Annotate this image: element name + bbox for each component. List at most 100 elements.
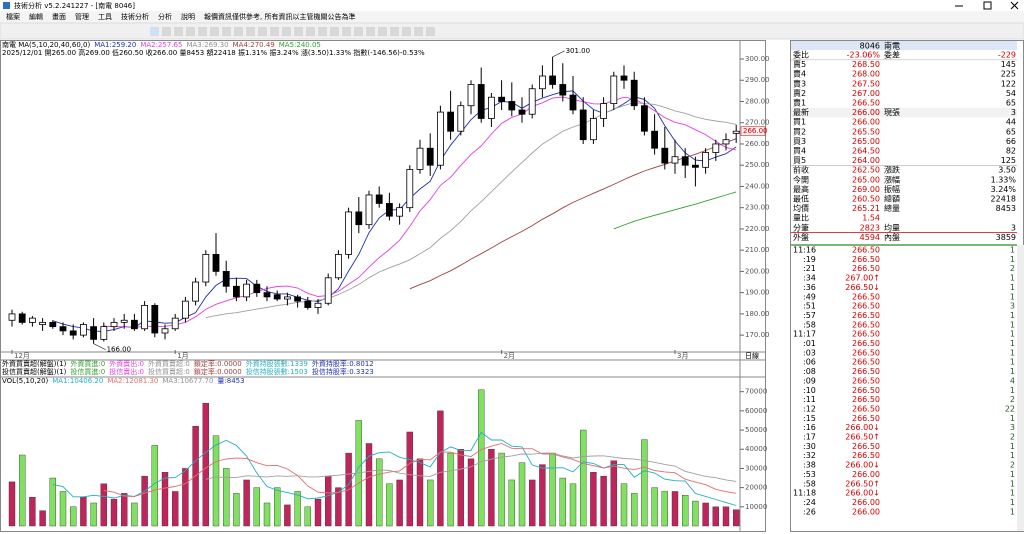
tick-price: 266.50 [852, 386, 880, 395]
tick-time: :26 [803, 507, 816, 516]
candle-body [467, 84, 475, 107]
toolbar-button[interactable] [366, 27, 375, 36]
toolbar-button[interactable] [162, 27, 171, 36]
quote-cell: 委比 [793, 50, 809, 60]
volume-bar [376, 458, 383, 527]
y-tick-label: 170.00 [745, 331, 770, 339]
menu-item[interactable]: 編輯 [29, 12, 43, 21]
tick-time: :38 [803, 461, 816, 470]
toolbar-button[interactable] [426, 27, 435, 36]
candle-body [518, 109, 526, 115]
volume-bar [110, 498, 118, 527]
tick-price: 266.50 [852, 414, 880, 423]
tick-volume: 1 [1010, 507, 1015, 516]
volume-bar [549, 452, 556, 527]
legend-item: MA3:10677.70 [162, 377, 213, 385]
toolbar-button[interactable] [294, 27, 303, 36]
candle-body [477, 84, 485, 119]
toolbar-button[interactable] [210, 27, 219, 36]
maximize-button[interactable] [983, 1, 992, 10]
candle-body [385, 203, 393, 217]
tick-time: :30 [803, 442, 816, 451]
annotation-label: 301.00 [566, 47, 591, 55]
tick-price: 266.50 [852, 442, 880, 451]
toolbar-button[interactable] [186, 27, 195, 36]
candle-body [141, 304, 149, 330]
volume-bar [692, 500, 699, 527]
candle-body [273, 294, 281, 300]
tick-volume: 1 [1010, 339, 1015, 348]
volume-bar [661, 491, 668, 527]
tick-volume: 1 [1010, 358, 1015, 367]
app-icon [3, 2, 10, 9]
tick-time: :11 [803, 395, 816, 404]
toolbar-button[interactable] [270, 27, 279, 36]
volume-bar [437, 410, 444, 527]
volume-bar [212, 435, 220, 527]
tick-price: 266.50↑ [845, 433, 880, 442]
quote-cell: 3859 [996, 233, 1016, 242]
volume-bar [600, 475, 607, 527]
volume-bar [141, 475, 148, 527]
toolbar-button[interactable] [246, 27, 255, 36]
candle-body [263, 292, 271, 298]
candle-body [171, 317, 179, 330]
y-tick-label: 40000 [745, 445, 767, 453]
scrollbar[interactable] [1017, 245, 1024, 531]
volume-bar [171, 491, 179, 527]
quote-cell: 最新 [793, 107, 809, 117]
toolbar-button[interactable] [318, 27, 327, 36]
close-button[interactable] [1010, 1, 1019, 10]
legend-item: 投信持股率:0.3323 [312, 367, 374, 376]
toolbar-button[interactable] [390, 27, 399, 36]
toolbar-button[interactable] [150, 27, 159, 36]
menu-item[interactable]: 管理 [75, 12, 89, 21]
annotation-leader [552, 50, 565, 58]
tick-time: :21 [803, 264, 816, 273]
quote-cell: 3 [1011, 108, 1016, 117]
candle-body [253, 283, 261, 294]
toolbar-button[interactable] [306, 27, 315, 36]
candle-body [161, 328, 169, 334]
last-price-label: 266.00 [743, 127, 768, 135]
legend-item: 外資持股率:0.8012 [312, 359, 374, 368]
toolbar-button[interactable] [414, 27, 423, 36]
menu-item[interactable]: 說明 [181, 12, 195, 21]
candle-body [49, 321, 57, 328]
toolbar-button[interactable] [402, 27, 411, 36]
toolbar-button[interactable] [282, 27, 291, 36]
y-tick-label: 240.00 [745, 182, 770, 190]
toolbar-button[interactable] [234, 27, 243, 36]
menu-item[interactable]: 工具 [98, 13, 112, 21]
toolbar-button[interactable] [378, 27, 387, 36]
tick-time: :06 [803, 358, 816, 367]
quote-cell: 44 [1006, 118, 1016, 127]
volume-bar [580, 429, 587, 527]
candle-body [130, 319, 138, 330]
toolbar-button[interactable] [354, 27, 363, 36]
menu-item[interactable]: 分析 [158, 12, 172, 21]
tick-volume: 1 [1010, 320, 1015, 329]
quote-cell: 265.00 [852, 175, 880, 184]
volume-bar [314, 498, 322, 527]
tick-time: :19 [803, 255, 816, 264]
volume-bar [671, 491, 679, 527]
menu-item[interactable]: 畫面 [52, 12, 66, 21]
toolbar-button[interactable] [222, 27, 231, 36]
toolbar-button[interactable] [198, 27, 207, 36]
tick-price: 266.50 [852, 320, 880, 329]
menu-item[interactable]: 檔案 [6, 12, 20, 21]
quote-cell: 漲跌 [884, 165, 900, 175]
legend-item: MA2:257.65 [140, 41, 182, 49]
toolbar [0, 22, 1024, 40]
menu-item[interactable]: 技術分析 [121, 12, 149, 21]
moving-average-line [103, 443, 737, 498]
candle-body [69, 330, 77, 336]
candle-body [222, 271, 230, 287]
toolbar-button[interactable] [258, 27, 267, 36]
menu-item[interactable]: 報價資訊僅供參考, 所有資訊以主管機關公告為準 [204, 12, 355, 21]
toolbar-button[interactable] [174, 27, 183, 36]
toolbar-button[interactable] [330, 27, 339, 36]
toolbar-button[interactable] [342, 27, 351, 36]
tick-price: 266.00↓ [845, 461, 880, 470]
